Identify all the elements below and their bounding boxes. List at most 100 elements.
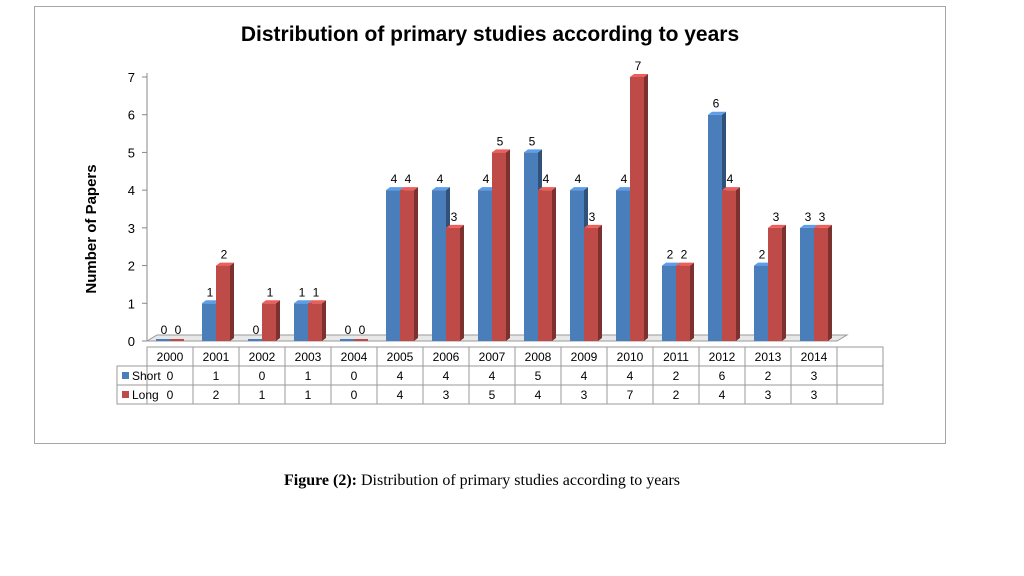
bar-long bbox=[492, 152, 506, 341]
data-label-short: 3 bbox=[805, 210, 812, 224]
bar-top-long bbox=[538, 187, 556, 191]
y-axis-label: Number of Papers bbox=[83, 164, 100, 293]
data-label-long: 1 bbox=[313, 285, 320, 299]
bar-short bbox=[754, 265, 768, 341]
bar-long bbox=[814, 227, 828, 341]
bar-top-long bbox=[676, 262, 694, 266]
table-cell-short: 2 bbox=[765, 369, 772, 383]
y-tick-label: 2 bbox=[128, 259, 135, 274]
bar-long bbox=[354, 339, 368, 341]
table-cell-short: 0 bbox=[167, 369, 174, 383]
x-tick-label: 2001 bbox=[203, 350, 230, 364]
bar-short bbox=[662, 265, 676, 341]
data-label-long: 2 bbox=[221, 248, 228, 262]
bar-top-short bbox=[708, 111, 726, 115]
legend-label-short: Short bbox=[132, 369, 161, 383]
x-tick-label: 2008 bbox=[525, 350, 552, 364]
legend-swatch-short bbox=[122, 372, 129, 379]
x-tick-label: 2009 bbox=[571, 350, 598, 364]
bar-short bbox=[156, 339, 170, 341]
table-cell-short: 4 bbox=[489, 369, 496, 383]
bar-top-long bbox=[584, 224, 602, 228]
chart-title: Distribution of primary studies accordin… bbox=[241, 23, 739, 46]
x-tick-label: 2014 bbox=[801, 350, 828, 364]
bar-top-short bbox=[202, 300, 220, 304]
bar-top-short bbox=[524, 149, 542, 153]
table-cell-long: 2 bbox=[213, 388, 220, 402]
bar-top-short bbox=[662, 262, 680, 266]
bar-short bbox=[524, 152, 538, 341]
table-cell-short: 3 bbox=[811, 369, 818, 383]
table-cell-long: 1 bbox=[305, 388, 312, 402]
bar-side-long bbox=[736, 187, 740, 341]
bar-long bbox=[722, 190, 736, 341]
x-tick-label: 2002 bbox=[249, 350, 276, 364]
data-label-short: 1 bbox=[299, 285, 306, 299]
bar-short bbox=[248, 339, 262, 341]
data-label-short: 2 bbox=[759, 248, 766, 262]
x-tick-label: 2003 bbox=[295, 350, 322, 364]
data-label-long: 2 bbox=[681, 248, 688, 262]
bar-long bbox=[308, 303, 322, 341]
bar-top-short bbox=[386, 187, 404, 191]
table-cell-long: 4 bbox=[719, 388, 726, 402]
table-cell-long: 1 bbox=[259, 388, 266, 402]
bar-side-long bbox=[598, 224, 602, 341]
bar-long bbox=[400, 190, 414, 341]
table-cell-long: 3 bbox=[443, 388, 450, 402]
figure-caption: Figure (2): Distribution of primary stud… bbox=[0, 472, 964, 490]
y-tick-label: 1 bbox=[128, 296, 135, 311]
table-cell-short: 4 bbox=[397, 369, 404, 383]
bar-long bbox=[630, 77, 644, 341]
table-cell-long: 0 bbox=[167, 388, 174, 402]
table-cell-short: 1 bbox=[213, 369, 220, 383]
bar-short bbox=[708, 114, 722, 341]
data-label-short: 4 bbox=[483, 172, 490, 186]
y-tick-label: 3 bbox=[128, 221, 135, 236]
legend-swatch-long bbox=[122, 391, 129, 398]
y-tick-label: 7 bbox=[128, 70, 135, 85]
x-tick-label: 2000 bbox=[157, 350, 184, 364]
data-label-long: 4 bbox=[405, 172, 412, 186]
bar-long bbox=[262, 303, 276, 341]
bar-top-short bbox=[432, 187, 450, 191]
data-label-long: 3 bbox=[773, 210, 780, 224]
bar-top-short bbox=[754, 262, 772, 266]
data-label-short: 4 bbox=[575, 172, 582, 186]
bar-side-long bbox=[552, 187, 556, 341]
bar-short bbox=[800, 227, 814, 341]
data-label-long: 4 bbox=[727, 172, 734, 186]
x-tick-label: 2005 bbox=[387, 350, 414, 364]
x-tick-label: 2006 bbox=[433, 350, 460, 364]
bar-side-long bbox=[828, 224, 832, 341]
table-cell-long: 4 bbox=[535, 388, 542, 402]
bar-top-long bbox=[308, 300, 326, 304]
bar-short bbox=[432, 190, 446, 341]
data-label-short: 0 bbox=[253, 323, 260, 337]
table-cell-short: 0 bbox=[351, 369, 358, 383]
data-label-long: 4 bbox=[543, 172, 550, 186]
data-label-short: 4 bbox=[391, 172, 398, 186]
caption-prefix: Figure (2): bbox=[283, 472, 357, 489]
table-cell-long: 3 bbox=[765, 388, 772, 402]
x-tick-label: 2013 bbox=[755, 350, 782, 364]
data-label-short: 0 bbox=[345, 323, 352, 337]
bar-top-short bbox=[800, 224, 818, 228]
table-cell-short: 4 bbox=[443, 369, 450, 383]
bar-short bbox=[478, 190, 492, 341]
y-tick-label: 0 bbox=[128, 334, 135, 349]
data-label-long: 3 bbox=[819, 210, 826, 224]
table-cell-short: 4 bbox=[581, 369, 588, 383]
table-cell-long: 5 bbox=[489, 388, 496, 402]
bar-side-long bbox=[322, 300, 326, 341]
bar-long bbox=[216, 265, 230, 341]
table-cell-short: 2 bbox=[673, 369, 680, 383]
bar-short bbox=[294, 303, 308, 341]
x-tick-label: 2010 bbox=[617, 350, 644, 364]
data-label-short: 4 bbox=[437, 172, 444, 186]
x-tick-label: 2004 bbox=[341, 350, 368, 364]
bar-top-long bbox=[446, 224, 464, 228]
bar-top-long bbox=[768, 224, 786, 228]
data-label-long: 3 bbox=[451, 210, 458, 224]
